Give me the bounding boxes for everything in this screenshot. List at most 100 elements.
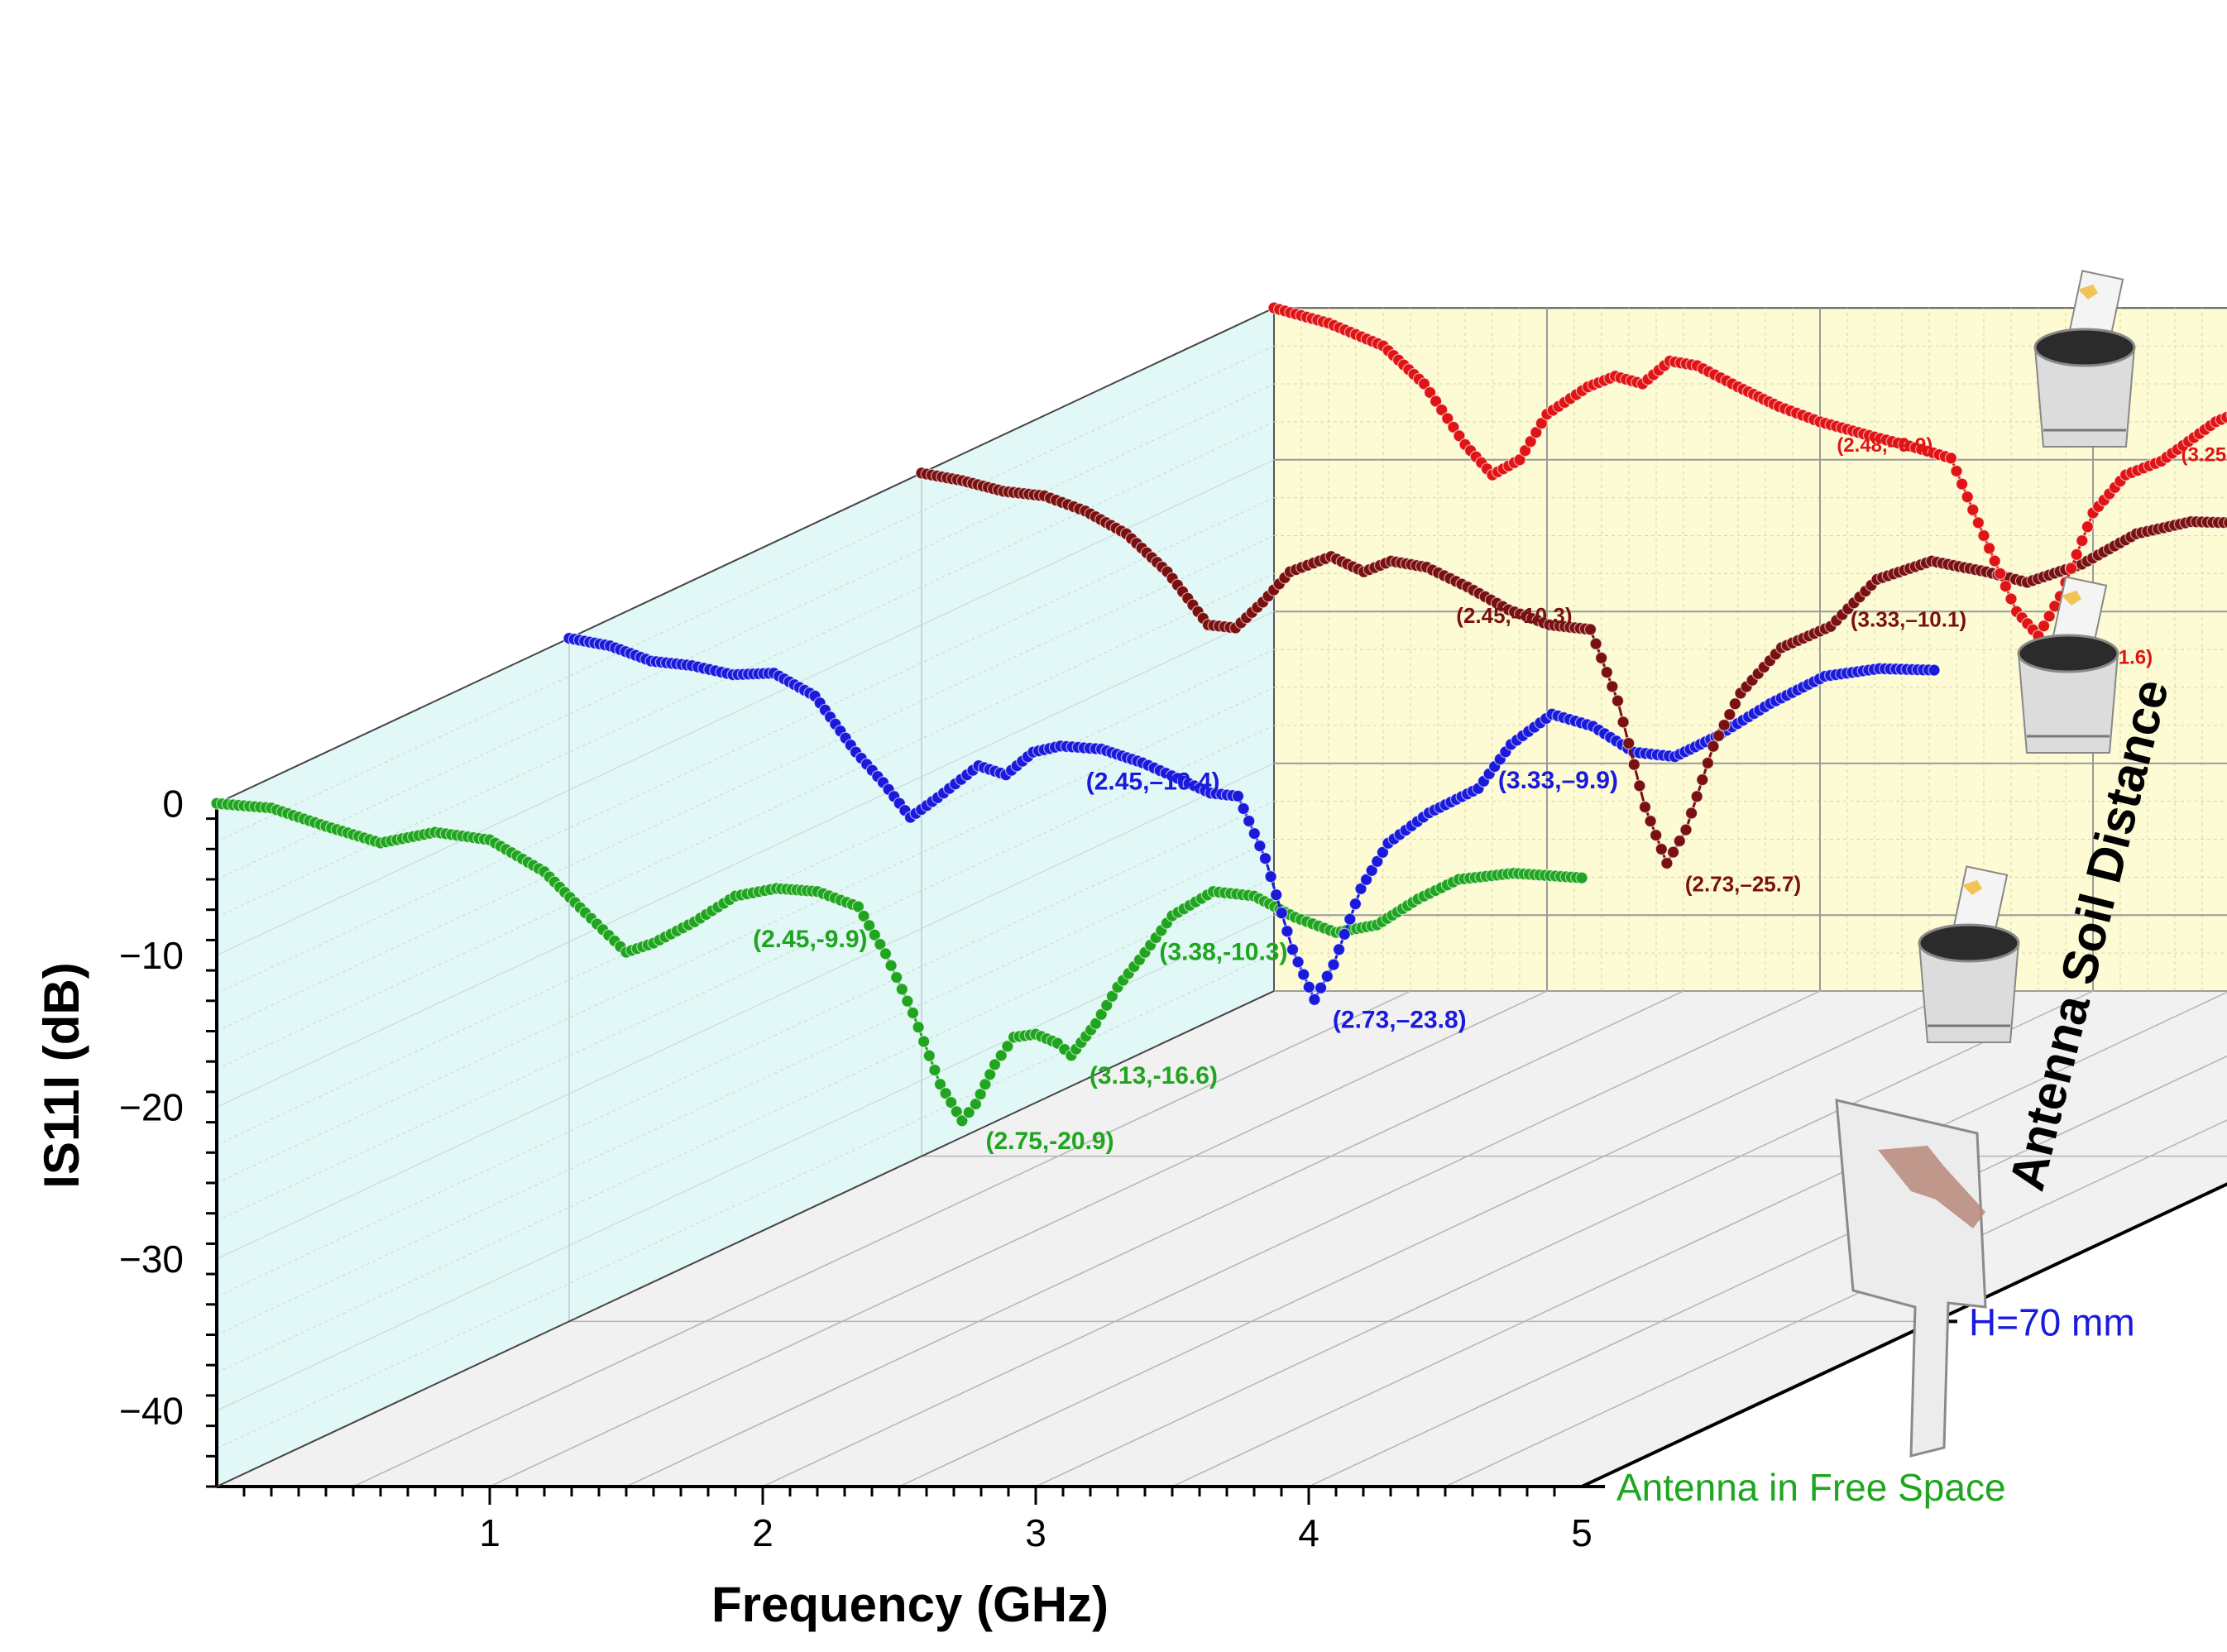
- pot-soil: [1918, 923, 2020, 963]
- series-point: [2065, 562, 2078, 575]
- series-point: [1248, 826, 1261, 840]
- antenna-pattern: [2078, 285, 2098, 299]
- series-point: [1535, 417, 1549, 430]
- series-point: [1423, 385, 1437, 400]
- y-tick-label: 0: [162, 782, 184, 825]
- data-annotation: (2.45,-9.9): [753, 926, 867, 953]
- series-point: [1524, 435, 1537, 448]
- series-point: [1611, 694, 1625, 707]
- series-point: [1100, 998, 1114, 1012]
- series-point: [1338, 927, 1351, 941]
- chart-series: [210, 301, 2227, 1128]
- series-point: [901, 994, 914, 1008]
- side-wall-grid-line: [216, 572, 1275, 1070]
- chart-decorations: [1835, 270, 2136, 1458]
- side-wall-grid-line: [216, 801, 1275, 1298]
- series-point: [1606, 680, 1619, 693]
- floor-plane: [217, 991, 2227, 1487]
- data-annotation: (2.45,–10.3): [1456, 603, 1572, 628]
- x-tick-label: 3: [1025, 1511, 1046, 1554]
- side-wall-grid-line: [216, 383, 1275, 880]
- series-point: [1696, 773, 1709, 787]
- series-0: [210, 797, 1588, 1128]
- side-wall-grid-line: [216, 876, 1275, 1373]
- series-point: [1094, 1008, 1108, 1021]
- series-point: [1518, 444, 1532, 457]
- series-1: [563, 631, 1941, 1006]
- data-annotation: (2.73,–25.7): [1685, 872, 1801, 897]
- series-point: [1961, 491, 1974, 504]
- antenna-moth-pattern: [1878, 1146, 1985, 1228]
- series-point: [1264, 870, 1277, 883]
- series-point: [1417, 377, 1431, 390]
- series-point: [1999, 580, 2012, 593]
- side-wall-grid-line: [216, 611, 1275, 1108]
- series-point: [1365, 864, 1378, 877]
- series-point: [1650, 828, 1663, 842]
- side-wall-grid-line: [216, 952, 1275, 1449]
- series-point: [1679, 823, 1693, 836]
- data-annotation: (2.73,–23.8): [1333, 1006, 1467, 1033]
- series-point: [1638, 800, 1652, 814]
- series-point: [1320, 970, 1334, 983]
- floor-grid-line: [489, 990, 1548, 1487]
- series-point: [1343, 912, 1357, 926]
- series-point: [1441, 412, 1454, 425]
- chart-axes: [206, 307, 2227, 1505]
- series-point: [1001, 1040, 1014, 1053]
- series-point: [1595, 651, 1608, 665]
- series-point: [1575, 871, 1588, 884]
- series-point: [955, 1114, 969, 1128]
- z-level-label: Antenna in Free Space: [1616, 1466, 2006, 1509]
- side-wall-top-edge: [216, 307, 1275, 805]
- series-point: [1633, 779, 1646, 792]
- series-point: [922, 1049, 936, 1062]
- series-point: [1089, 1017, 1103, 1030]
- series-point: [1530, 426, 1543, 439]
- series-point: [906, 1006, 920, 1020]
- pot-illustration: [2033, 270, 2136, 448]
- series-point: [884, 959, 898, 972]
- series-point: [1253, 839, 1267, 853]
- series-point: [2070, 548, 2083, 562]
- floor-grid-line: [762, 990, 1821, 1487]
- series-point: [962, 1106, 975, 1119]
- series-point: [1723, 708, 1736, 721]
- series-point: [1270, 888, 1283, 902]
- x-tick-label: 4: [1298, 1511, 1319, 1554]
- series-point: [1994, 567, 2007, 581]
- x-tick-label: 2: [752, 1511, 773, 1554]
- series-point: [895, 983, 908, 996]
- y-tick-label: −10: [119, 934, 184, 977]
- data-annotation: (2.75,-20.9): [986, 1128, 1114, 1155]
- series-point: [1701, 756, 1714, 770]
- series-point: [1354, 882, 1367, 896]
- series-point: [1666, 845, 1680, 859]
- series-point: [1956, 477, 1969, 491]
- pot-illustration: [1918, 865, 2020, 1043]
- series-point: [928, 1063, 941, 1077]
- series-point: [1359, 873, 1373, 886]
- side-wall-grid-line: [216, 535, 1275, 1032]
- series-point: [917, 1035, 931, 1048]
- series-point: [1308, 993, 1321, 1006]
- side-wall-grid-line: [216, 345, 1275, 842]
- y-tick-label: −20: [119, 1085, 184, 1128]
- pot-illustration: [2017, 576, 2119, 754]
- series-point: [1332, 943, 1346, 956]
- side-wall-bottom-edge: [216, 990, 1275, 1487]
- series-point: [1327, 958, 1340, 971]
- side-wall-grid-line: [216, 763, 1275, 1260]
- series-point: [1966, 503, 1980, 516]
- series-point: [1707, 740, 1720, 753]
- data-annotation: (3.25,–10.1): [2182, 444, 2227, 467]
- series-point: [933, 1078, 947, 1091]
- z-axis-line: [1581, 1182, 2227, 1488]
- series-point: [1447, 420, 1460, 434]
- series-point: [1660, 856, 1674, 870]
- x-tick-label: 5: [1571, 1511, 1592, 1554]
- series-point: [1291, 955, 1305, 969]
- series-point: [1712, 729, 1726, 743]
- series-point: [1988, 554, 2001, 567]
